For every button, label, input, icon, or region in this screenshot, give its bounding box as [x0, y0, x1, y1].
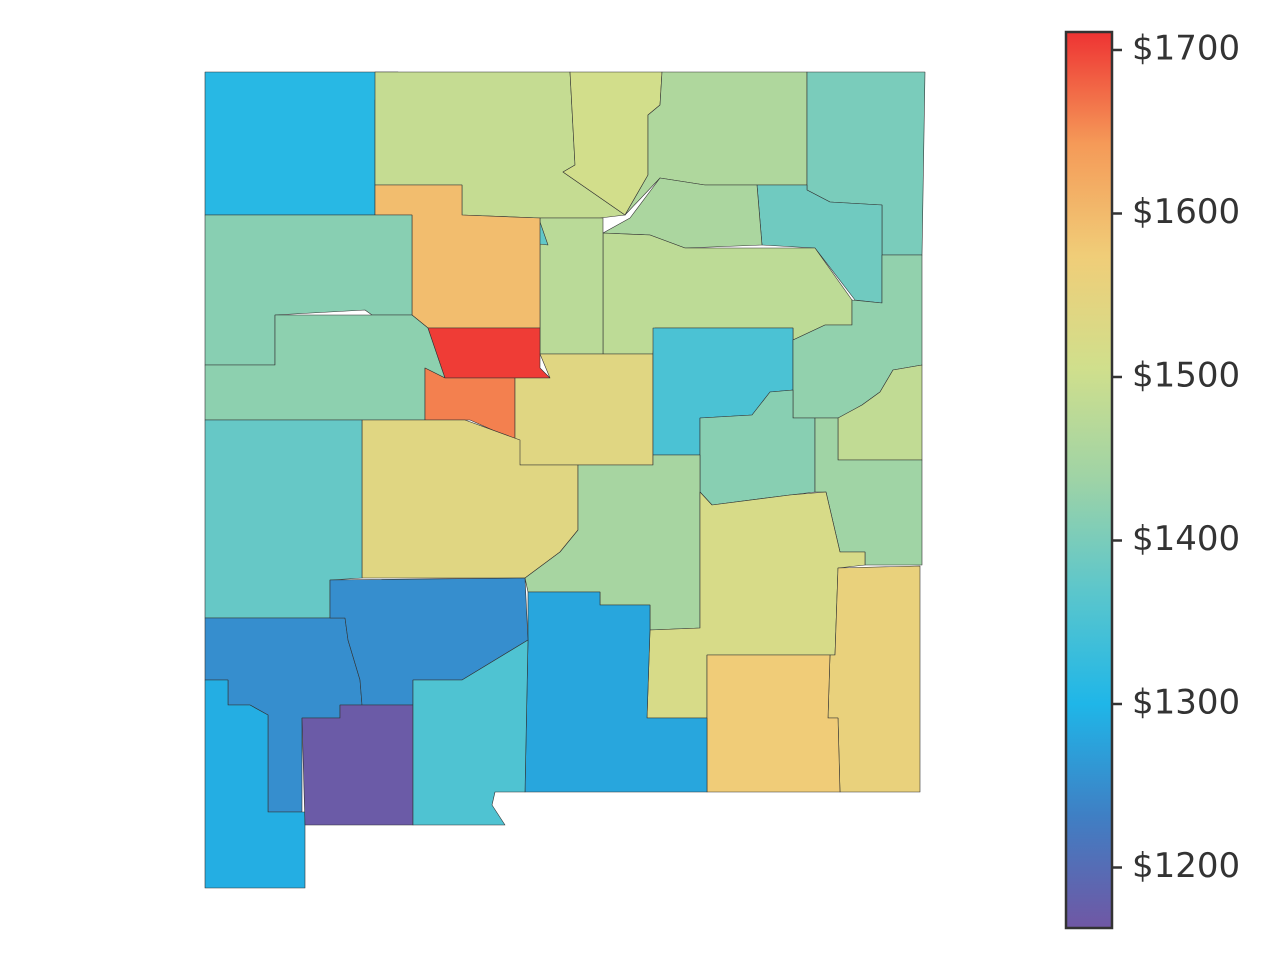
county	[301, 704, 414, 826]
county	[204, 679, 306, 889]
county	[204, 71, 399, 216]
county	[539, 217, 604, 355]
colorbar-tick-label: $1600	[1132, 192, 1240, 232]
colorbar-tick-label: $1500	[1132, 355, 1240, 395]
colorbar-tick-label: $1400	[1132, 519, 1240, 559]
county	[827, 565, 921, 793]
county	[756, 184, 883, 304]
county-layer	[204, 71, 926, 889]
county	[427, 327, 551, 379]
colorbar-ticks: $1200 $1300 $1400 $1500 $1600 $1700	[1112, 28, 1240, 886]
colorbar	[1064, 30, 1114, 930]
colorbar-tick-label: $1300	[1132, 683, 1240, 723]
colorbar-tick-label: $1200	[1132, 846, 1240, 886]
colorbar-tick-label: $1700	[1132, 28, 1240, 68]
county	[412, 639, 529, 826]
county	[706, 654, 841, 793]
